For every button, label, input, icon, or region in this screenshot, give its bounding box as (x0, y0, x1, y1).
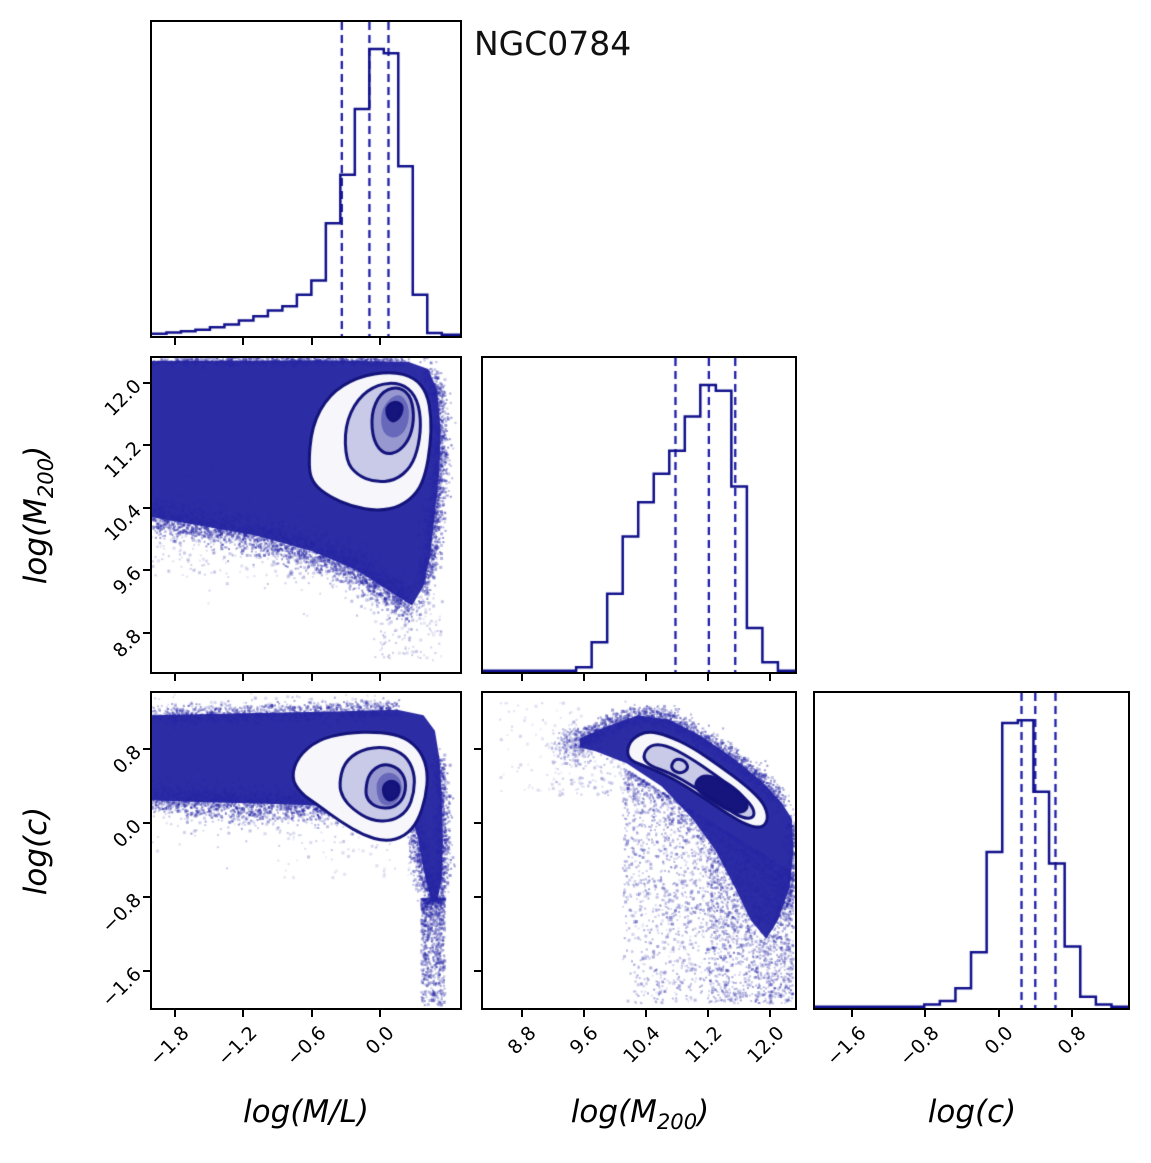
axis-tick-mark (143, 631, 150, 634)
axis-tick-mark (310, 338, 313, 345)
hist-mol-canvas (152, 22, 460, 336)
tick-label: −1.6 (97, 963, 146, 1012)
axis-tick-mark (143, 970, 150, 973)
tick-label: −0.6 (282, 1022, 331, 1071)
axis-tick-mark (924, 1010, 927, 1017)
tick-label: 12.0 (100, 375, 146, 421)
panel-hist-c (813, 691, 1130, 1010)
plot-title: NGC0784 (474, 24, 632, 63)
panel-hist-m200 (481, 356, 797, 674)
hist-m200-canvas (483, 358, 795, 672)
axis-tick-mark (474, 822, 481, 825)
axis-tick-mark (143, 896, 150, 899)
tick-label: 0.0 (361, 1022, 399, 1059)
axis-tick-mark (582, 674, 585, 681)
hist-c-canvas (815, 693, 1128, 1008)
axis-tick-mark (379, 338, 382, 345)
axis-tick-mark (173, 1010, 176, 1017)
y-axis-title-m200: log(M200) (17, 445, 59, 585)
tick-label: −1.8 (145, 1022, 194, 1071)
panel-scatter-mol-c (150, 691, 462, 1010)
axis-tick-mark (997, 1010, 1000, 1017)
axis-tick-mark (474, 896, 481, 899)
tick-label: −0.8 (97, 889, 146, 938)
tick-label: 11.2 (100, 437, 146, 484)
axis-tick-mark (474, 970, 481, 973)
axis-tick-mark (644, 1010, 647, 1017)
tick-label: 0.8 (108, 741, 146, 779)
panel-scatter-m200-c (481, 691, 797, 1010)
axis-tick-mark (242, 674, 245, 681)
tick-label: 9.6 (108, 562, 146, 600)
tick-label: −1.6 (822, 1022, 871, 1071)
axis-tick-mark (173, 338, 176, 345)
axis-tick-mark (242, 338, 245, 345)
tick-label: −1.2 (213, 1022, 262, 1071)
axis-tick-mark (143, 748, 150, 751)
axis-tick-mark (769, 1010, 772, 1017)
scatter-mol-m200-canvas (152, 358, 460, 672)
tick-label: 8.8 (108, 625, 146, 663)
axis-tick-mark (644, 674, 647, 681)
axis-tick-mark (474, 748, 481, 751)
axis-tick-mark (850, 1010, 853, 1017)
tick-label: 0.0 (980, 1022, 1018, 1059)
axis-tick-mark (582, 1010, 585, 1017)
axis-tick-mark (242, 1010, 245, 1017)
axis-tick-mark (520, 674, 523, 681)
tick-label: 9.6 (565, 1022, 603, 1059)
axis-tick-mark (769, 674, 772, 681)
scatter-m200-c-canvas (483, 693, 795, 1008)
axis-tick-mark (310, 674, 313, 681)
axis-tick-mark (707, 674, 710, 681)
tick-label: 10.4 (100, 500, 146, 546)
tick-label: 0.0 (108, 815, 146, 853)
tick-label: 8.8 (503, 1022, 541, 1059)
tick-label: 10.4 (619, 1022, 665, 1068)
axis-tick-mark (310, 1010, 313, 1017)
y-axis-title-c: log(c) (17, 806, 54, 896)
axis-tick-mark (1071, 1010, 1073, 1017)
axis-tick-mark (379, 1010, 382, 1017)
x-axis-title-m200: log(M200) (570, 1094, 710, 1135)
axis-tick-mark (379, 674, 382, 681)
axis-tick-mark (143, 444, 150, 447)
scatter-mol-c-canvas (152, 693, 460, 1008)
axis-tick-mark (143, 381, 150, 384)
axis-tick-mark (143, 506, 150, 509)
axis-tick-mark (143, 822, 150, 825)
tick-label: 11.2 (681, 1022, 727, 1068)
tick-label: 0.8 (1053, 1022, 1091, 1059)
tick-label: 12.0 (743, 1022, 789, 1068)
axis-tick-mark (143, 569, 150, 572)
axis-tick-mark (173, 674, 176, 681)
panel-scatter-mol-m200 (150, 356, 462, 674)
x-axis-title-c: log(c) (927, 1094, 1017, 1130)
axis-tick-mark (707, 1010, 710, 1017)
axis-tick-mark (520, 1010, 523, 1017)
panel-hist-mol (150, 20, 462, 338)
x-axis-title-mol: log(M/L) (243, 1094, 369, 1130)
tick-label: −0.8 (895, 1022, 944, 1071)
